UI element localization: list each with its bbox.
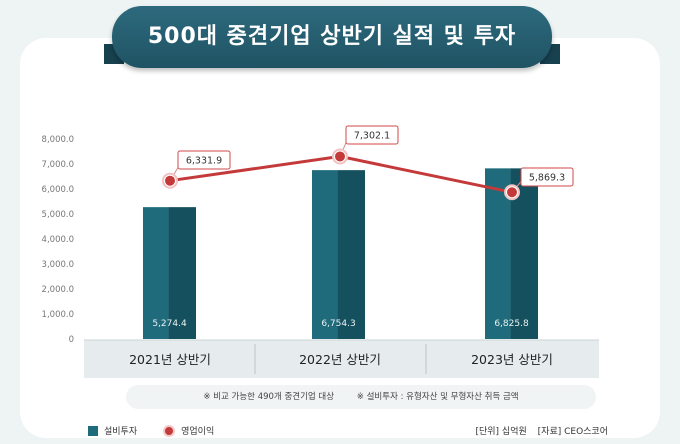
bar — [312, 170, 338, 339]
bar-value-label: 6,754.3 — [321, 319, 355, 329]
y-tick-label: 5,000.0 — [42, 210, 74, 220]
y-tick-label: 3,000.0 — [42, 260, 74, 270]
bar — [143, 207, 169, 339]
line-label-box — [520, 167, 574, 187]
x-tick-label: 2023년 상반기 — [471, 352, 553, 367]
legend-bar-label: 설비투자 — [104, 427, 138, 437]
category-band — [84, 340, 599, 378]
bar-value-label: 5,274.4 — [152, 319, 187, 329]
footnotes: ※ 비교 가능한 490개 중견기업 대상 ※ 설비투자 : 유형자산 및 무형… — [126, 385, 596, 409]
line-label-box — [345, 125, 399, 145]
footnote-2: ※ 설비투자 : 유형자산 및 무형자산 취득 금액 — [356, 392, 519, 402]
legend-item-bar: 설비투자 — [88, 424, 137, 437]
legend: 설비투자 영업이익 — [88, 424, 240, 437]
y-tick-label: 7,000.0 — [42, 160, 74, 170]
line-value-label: 7,302.1 — [354, 131, 390, 142]
x-tick-label: 2022년 상반기 — [299, 352, 381, 367]
line-point — [335, 151, 345, 162]
y-tick-label: 2,000.0 — [42, 285, 74, 295]
bar-value-label: 6,825.8 — [494, 319, 529, 329]
chart-title: 500대 중견기업 상반기 실적 및 투자 — [112, 6, 552, 68]
y-tick-label: 8,000.0 — [42, 135, 74, 145]
legend-bar-swatch — [88, 425, 98, 436]
legend-line-label: 영업이익 — [181, 427, 215, 437]
source-label: [자료] CEO스코어 — [537, 427, 608, 437]
y-tick-label: 1,000.0 — [42, 310, 74, 320]
line-point — [507, 187, 517, 198]
line-label-box — [177, 150, 231, 170]
y-tick-label: 6,000.0 — [42, 185, 74, 195]
y-tick-label: 0 — [69, 335, 74, 345]
line-point — [165, 175, 175, 186]
source-info: [단위] 십억원 [자료] CEO스코어 — [467, 424, 608, 437]
unit-label: [단위] 십억원 — [475, 427, 527, 437]
x-tick-label: 2021년 상반기 — [129, 352, 211, 367]
y-tick-label: 4,000.0 — [42, 235, 74, 245]
bar-shade — [337, 170, 365, 339]
legend-item-line: 영업이익 — [163, 424, 214, 437]
footnote-1: ※ 비교 가능한 490개 중견기업 대상 — [203, 392, 335, 402]
bar-shade — [168, 207, 196, 339]
line-value-label: 5,869.3 — [529, 173, 565, 184]
line-value-label: 6,331.9 — [186, 156, 222, 167]
legend-line-swatch — [163, 424, 176, 437]
